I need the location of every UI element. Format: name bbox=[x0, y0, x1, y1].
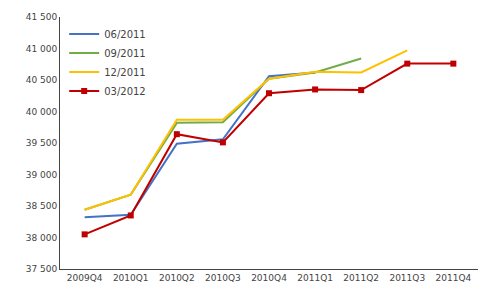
svg-text:41 500: 41 500 bbox=[26, 12, 58, 22]
svg-text:39 500: 39 500 bbox=[26, 138, 58, 148]
svg-text:2010Q1: 2010Q1 bbox=[113, 273, 149, 283]
svg-text:12/2011: 12/2011 bbox=[104, 67, 146, 78]
svg-text:37 500: 37 500 bbox=[26, 264, 58, 274]
svg-text:38 500: 38 500 bbox=[26, 201, 58, 211]
svg-text:2011Q3: 2011Q3 bbox=[389, 273, 425, 283]
svg-text:2010Q3: 2010Q3 bbox=[205, 273, 241, 283]
svg-text:40 500: 40 500 bbox=[26, 75, 58, 85]
svg-text:40 000: 40 000 bbox=[26, 107, 58, 117]
svg-text:03/2012: 03/2012 bbox=[104, 86, 146, 97]
svg-text:2009Q4: 2009Q4 bbox=[67, 273, 103, 283]
svg-text:2011Q1: 2011Q1 bbox=[297, 273, 333, 283]
svg-text:38 000: 38 000 bbox=[26, 233, 58, 243]
svg-text:09/2011: 09/2011 bbox=[104, 48, 146, 59]
svg-text:06/2011: 06/2011 bbox=[104, 29, 146, 40]
svg-text:2011Q2: 2011Q2 bbox=[343, 273, 379, 283]
svg-text:2010Q4: 2010Q4 bbox=[251, 273, 287, 283]
svg-text:2010Q2: 2010Q2 bbox=[159, 273, 195, 283]
svg-text:2011Q4: 2011Q4 bbox=[435, 273, 471, 283]
svg-text:39 000: 39 000 bbox=[26, 170, 58, 180]
svg-text:41 000: 41 000 bbox=[26, 44, 58, 54]
